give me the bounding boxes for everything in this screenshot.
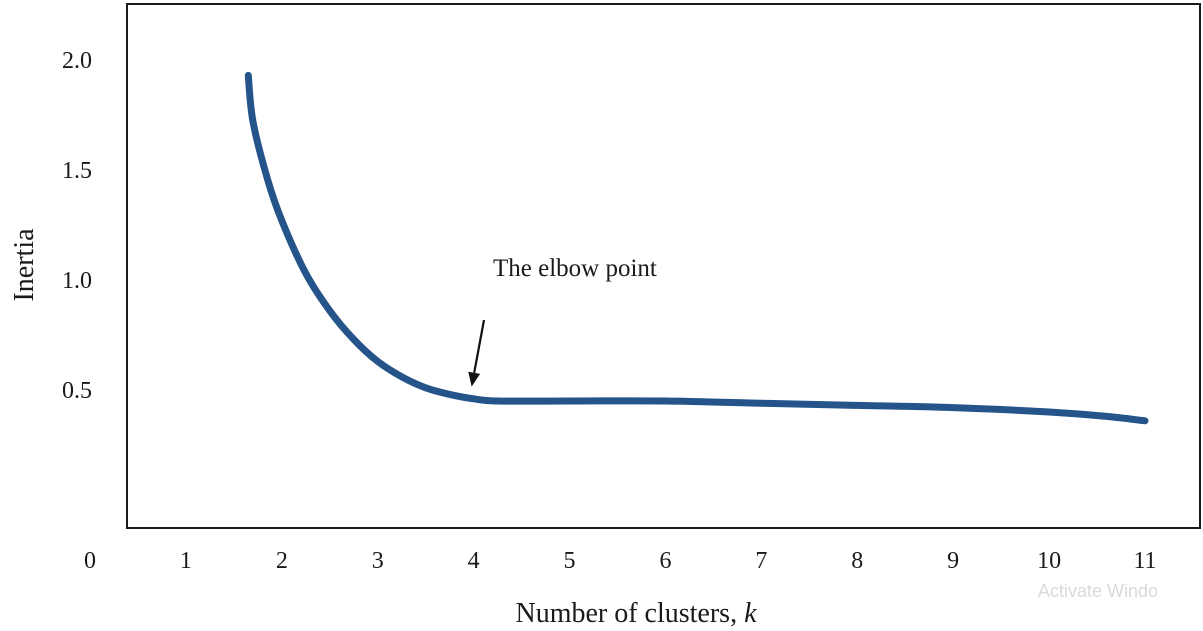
x-tick-label: 0 bbox=[84, 548, 96, 574]
x-tick-label: 4 bbox=[468, 548, 480, 574]
y-tick-label: 1.0 bbox=[62, 268, 92, 294]
x-tick-label: 2 bbox=[276, 548, 288, 574]
y-tick-label: 1.5 bbox=[62, 158, 92, 184]
elbow-annotation-text: The elbow point bbox=[493, 255, 657, 282]
x-tick-label: 1 bbox=[180, 548, 192, 574]
elbow-annotation: The elbow point bbox=[468, 255, 657, 387]
x-axis-label-text: Number of clusters, bbox=[515, 598, 744, 629]
x-tick-label: 11 bbox=[1133, 548, 1156, 574]
x-tick-label: 10 bbox=[1037, 548, 1061, 574]
x-tick-label: 7 bbox=[755, 548, 767, 574]
x-tick-label: 9 bbox=[947, 548, 959, 574]
activate-windows-watermark: Activate Windo bbox=[1038, 581, 1158, 601]
x-tick-label: 5 bbox=[564, 548, 576, 574]
x-tick-label: 8 bbox=[851, 548, 863, 574]
x-axis-label: Number of clusters, k bbox=[515, 598, 757, 629]
y-tick-label: 0.5 bbox=[62, 378, 92, 404]
x-axis-ticks: 0 1 2 3 4 5 6 7 8 9 10 11 bbox=[84, 548, 1157, 574]
elbow-arrow-head bbox=[468, 371, 481, 387]
plot-frame bbox=[126, 3, 1201, 529]
y-axis-label: Inertia bbox=[9, 228, 40, 302]
x-axis-label-variable: k bbox=[744, 598, 757, 629]
y-axis-ticks: 0.5 1.0 1.5 2.0 bbox=[62, 48, 92, 404]
x-tick-label: 6 bbox=[659, 548, 671, 574]
inertia-curve bbox=[244, 71, 1149, 425]
x-tick-label: 3 bbox=[372, 548, 384, 574]
y-tick-label: 2.0 bbox=[62, 48, 92, 74]
elbow-arrow bbox=[473, 319, 486, 374]
